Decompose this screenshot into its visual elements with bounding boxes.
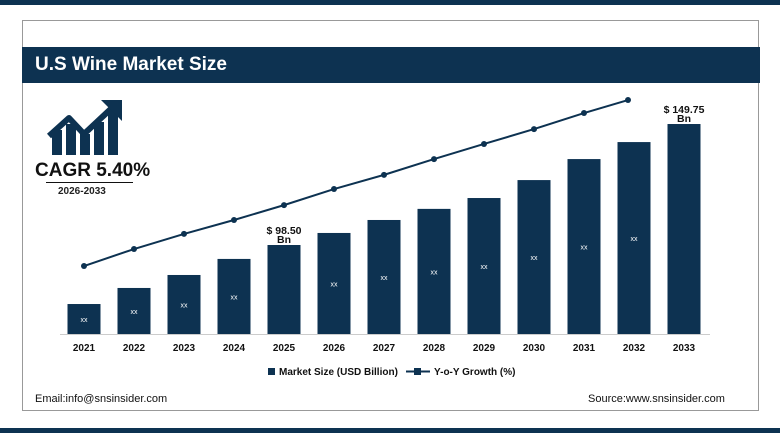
source-text: Source:www.snsinsider.com bbox=[588, 393, 725, 405]
legend-line-label: Y-o-Y Growth (%) bbox=[434, 367, 515, 378]
bar-2025 bbox=[267, 245, 301, 334]
growth-point bbox=[625, 97, 631, 104]
x-tick-label: 2029 bbox=[473, 343, 496, 354]
x-tick-label: 2033 bbox=[673, 343, 696, 354]
bar-2021 bbox=[67, 304, 101, 334]
growth-point bbox=[381, 171, 387, 178]
cagr-value: CAGR 5.40% bbox=[35, 160, 151, 181]
top-bar bbox=[0, 0, 780, 5]
growth-point bbox=[331, 186, 337, 193]
bar-2024 bbox=[217, 258, 251, 334]
value-annotation: $ 98.50 bbox=[266, 225, 301, 237]
bar-2022 bbox=[117, 287, 151, 334]
bar-label: xx bbox=[431, 269, 439, 276]
value-annotation: $ 149.75 bbox=[664, 104, 705, 116]
title-band bbox=[22, 47, 760, 83]
bar-label: xx bbox=[131, 309, 139, 316]
bar-2026 bbox=[317, 232, 351, 334]
growth-point bbox=[231, 216, 237, 223]
x-tick-label: 2025 bbox=[273, 343, 296, 354]
growth-point bbox=[181, 230, 187, 237]
bar-label: xx bbox=[381, 275, 389, 282]
x-tick-label: 2022 bbox=[123, 343, 146, 354]
contact-email: Email:info@snsinsider.com bbox=[35, 393, 168, 405]
cagr-period: 2026-2033 bbox=[58, 186, 106, 197]
x-tick-label: 2031 bbox=[573, 343, 596, 354]
legend-line-marker bbox=[414, 368, 421, 375]
growth-point bbox=[431, 156, 437, 163]
bar-label: xx bbox=[531, 255, 539, 262]
growth-point bbox=[281, 202, 287, 209]
bar-label: xx bbox=[631, 236, 639, 243]
bar-label: xx bbox=[331, 281, 339, 288]
bar-2028 bbox=[417, 208, 451, 334]
growth-point bbox=[531, 126, 537, 133]
value-annotation-unit: Bn bbox=[677, 113, 691, 125]
bar-label: xx bbox=[481, 264, 489, 271]
bar-label: xx bbox=[81, 317, 89, 324]
x-tick-label: 2030 bbox=[523, 343, 546, 354]
bar-2030 bbox=[517, 180, 551, 334]
bar-label: xx bbox=[181, 302, 189, 309]
legend-bar-label: Market Size (USD Billion) bbox=[279, 367, 398, 378]
bar-2033 bbox=[667, 124, 701, 334]
bar-label: xx bbox=[231, 294, 239, 301]
page-title: U.S Wine Market Size bbox=[35, 54, 227, 75]
bar-2023 bbox=[167, 274, 201, 334]
bar-2027 bbox=[367, 219, 401, 334]
x-tick-label: 2024 bbox=[223, 343, 246, 354]
growth-point bbox=[81, 263, 87, 270]
x-tick-label: 2021 bbox=[73, 343, 96, 354]
cagr-divider bbox=[46, 182, 133, 183]
legend-bar-swatch bbox=[268, 368, 275, 375]
x-tick-label: 2023 bbox=[173, 343, 196, 354]
x-tick-label: 2027 bbox=[373, 343, 396, 354]
x-tick-label: 2026 bbox=[323, 343, 346, 354]
card-frame bbox=[22, 20, 759, 411]
bar-2031 bbox=[567, 159, 601, 334]
x-tick-label: 2028 bbox=[423, 343, 446, 354]
bottom-bar bbox=[0, 428, 780, 433]
bar-2029 bbox=[467, 198, 501, 334]
growth-point bbox=[131, 246, 137, 253]
bar-label: xx bbox=[581, 245, 589, 252]
growth-point bbox=[581, 110, 587, 117]
x-tick-label: 2032 bbox=[623, 343, 646, 354]
growth-line bbox=[83, 99, 629, 267]
value-annotation-unit: Bn bbox=[277, 234, 291, 246]
bar-2032 bbox=[617, 142, 651, 334]
growth-point bbox=[481, 140, 487, 147]
